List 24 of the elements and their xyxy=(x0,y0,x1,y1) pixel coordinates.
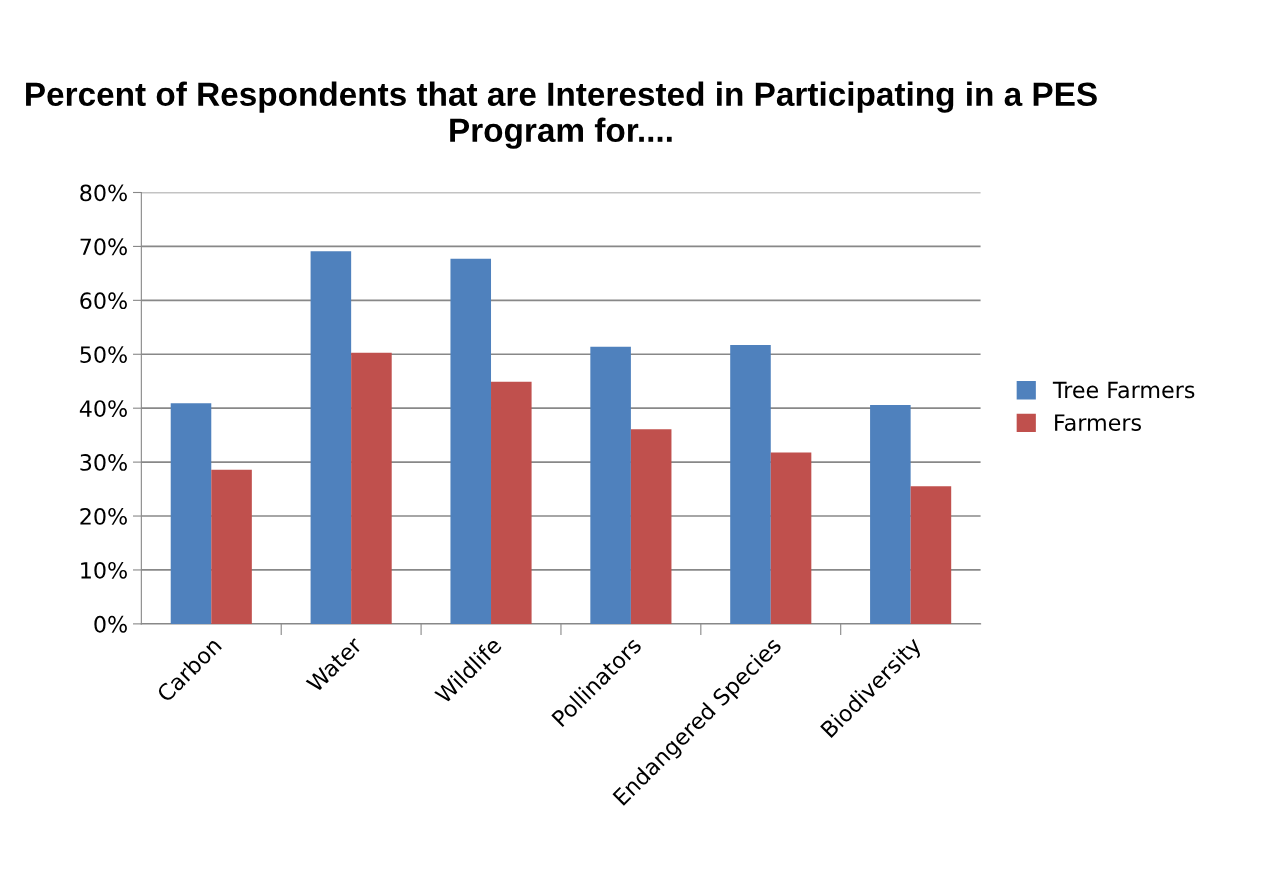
y-tick-label: 20% xyxy=(80,507,127,525)
y-tick-label: 40% xyxy=(79,400,127,417)
bar xyxy=(910,486,952,624)
legend-label: Farmers xyxy=(1055,414,1141,431)
y-tick-label: 60% xyxy=(80,292,127,310)
y-tick-label: 10% xyxy=(81,561,127,579)
bar xyxy=(590,346,631,624)
legend-label: Tree Farmers xyxy=(1052,381,1195,399)
bar xyxy=(770,452,812,624)
bar xyxy=(491,381,532,624)
bar xyxy=(630,429,672,624)
bar xyxy=(211,469,252,624)
bar xyxy=(450,258,492,624)
bar xyxy=(170,403,212,624)
y-tick-label: 80% xyxy=(80,184,127,202)
chart-title: Percent of Respondents that are Interested in Participating in a PES Program for.... xyxy=(26,81,1097,149)
y-tick-label: 50% xyxy=(80,346,127,364)
y-tick-label: 0% xyxy=(94,615,127,633)
bar xyxy=(351,352,392,624)
bar xyxy=(730,345,771,624)
bar xyxy=(870,404,911,624)
y-tick-label: 30% xyxy=(80,454,127,471)
bar xyxy=(310,251,352,624)
y-tick-label: 70% xyxy=(80,238,127,256)
